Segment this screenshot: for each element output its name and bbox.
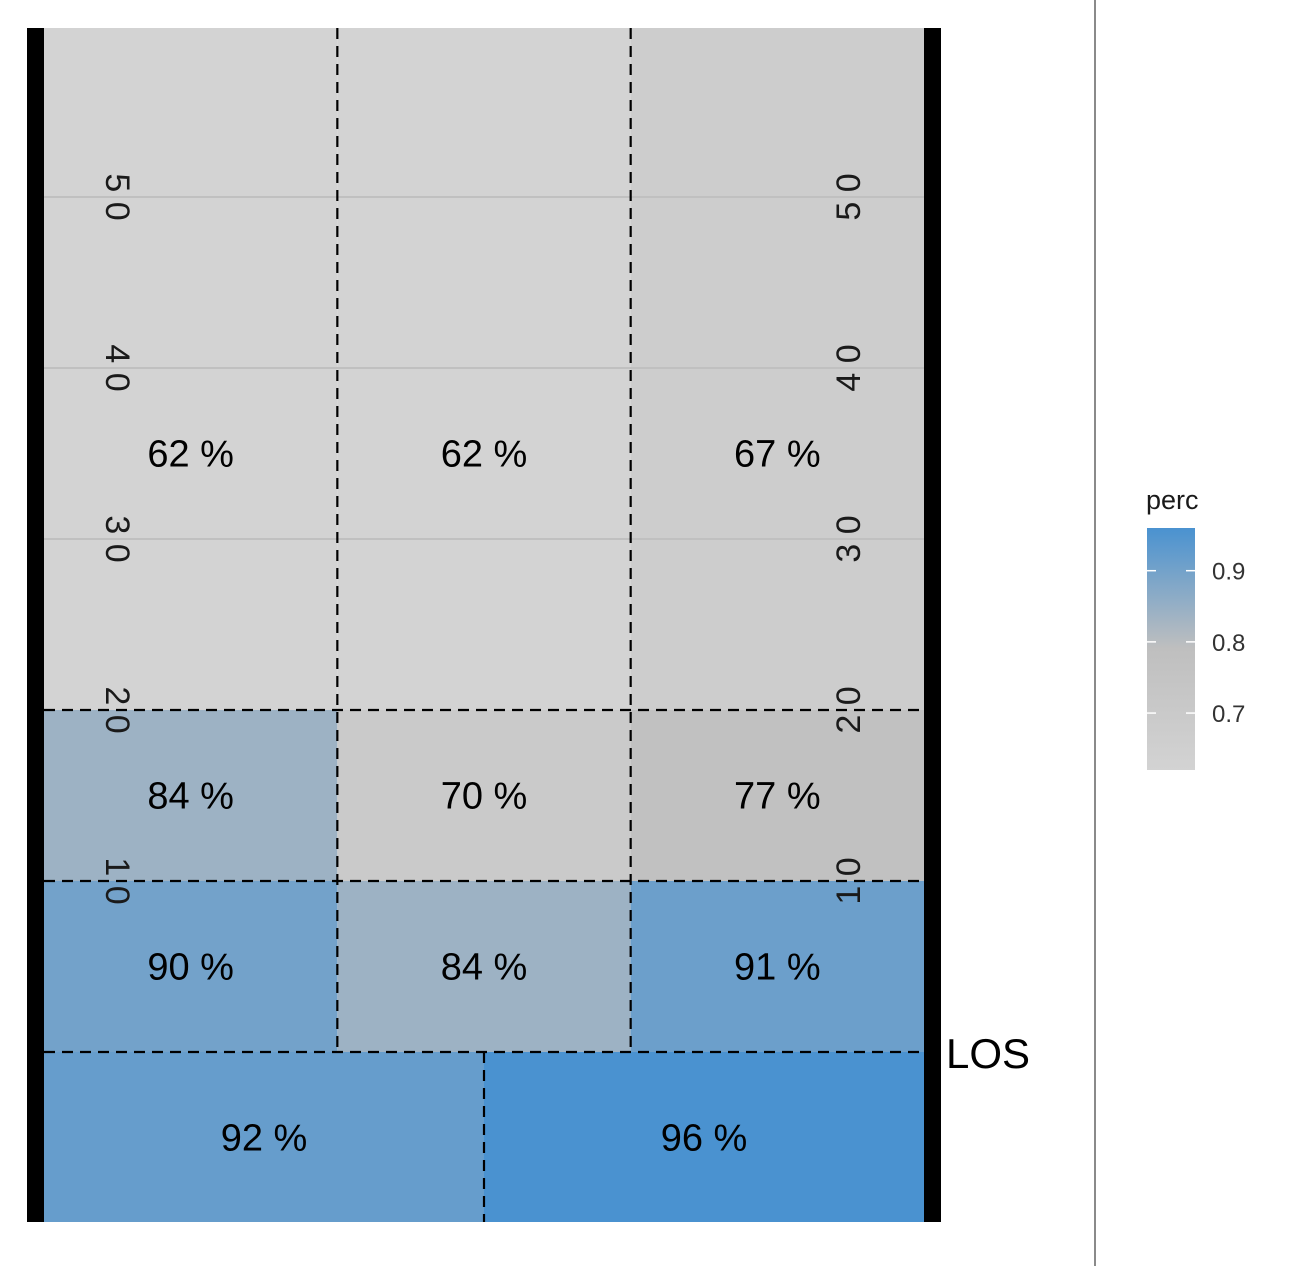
yard-marker-left: 5 0 xyxy=(98,173,136,220)
zone-label-deep-middle: 62 % xyxy=(441,434,528,476)
zone-intermediate-left xyxy=(44,710,338,881)
zone-label-short-left: 90 % xyxy=(147,947,234,989)
legend-ticks: 0.7 0.8 0.9 xyxy=(1147,559,1245,728)
zone-intermediate-middle xyxy=(337,710,631,881)
yard-lines xyxy=(44,196,924,540)
zone-label-behind-right: 96 % xyxy=(661,1118,748,1160)
yard-marker-right: 1 0 xyxy=(830,857,868,904)
zone-intermediate-right xyxy=(630,710,924,881)
zone-label-deep-right: 67 % xyxy=(734,434,821,476)
legend-colorbar xyxy=(1147,528,1195,770)
zone-label-intermediate-middle: 70 % xyxy=(441,776,528,818)
sidelines xyxy=(27,28,941,1222)
zone-label-behind-left: 92 % xyxy=(221,1118,308,1160)
zone-behind-right xyxy=(484,1052,924,1222)
legend-tick-label: 0.7 xyxy=(1212,701,1245,728)
zone-label-intermediate-left: 84 % xyxy=(147,776,234,818)
zone-label-short-middle: 84 % xyxy=(441,947,528,989)
yard-marker-right: 3 0 xyxy=(830,515,868,562)
panel-divider xyxy=(1094,0,1096,1266)
yard-marker-left: 2 0 xyxy=(98,686,136,733)
yard-marker-left: 4 0 xyxy=(98,344,136,391)
zone-behind-left xyxy=(44,1052,484,1222)
los-label: LOS xyxy=(946,1030,1030,1077)
yard-marker-right: 4 0 xyxy=(830,344,868,391)
legend-tick-label: 0.9 xyxy=(1212,559,1245,586)
zone-short-right xyxy=(630,881,924,1052)
yard-marker-left: 1 0 xyxy=(98,857,136,904)
zone-label-intermediate-right: 77 % xyxy=(734,776,821,818)
sideline-left xyxy=(27,28,44,1222)
zone-short-left xyxy=(44,881,338,1052)
zone-label-short-right: 91 % xyxy=(734,947,821,989)
yard-marker-right: 2 0 xyxy=(830,686,868,733)
yard-markers: 1 0 1 0 2 0 2 0 3 0 3 0 4 0 4 0 5 0 5 0 xyxy=(98,173,868,904)
zone-labels: 62 % 62 % 67 % 84 % 70 % 77 % 90 % 84 % 91 % 92 %… xyxy=(147,434,820,1160)
zone-label-deep-left: 62 % xyxy=(147,434,234,476)
yard-marker-right: 5 0 xyxy=(830,173,868,220)
zone-borders xyxy=(44,28,924,1222)
zone-short-middle xyxy=(337,881,631,1052)
color-legend: perc 0.7 0.8 0.9 xyxy=(1146,485,1245,770)
yard-marker-left: 3 0 xyxy=(98,515,136,562)
legend-tick-label: 0.8 xyxy=(1212,630,1245,657)
zone-tiles xyxy=(44,28,924,1222)
legend-title: perc xyxy=(1146,485,1199,515)
sideline-right xyxy=(924,28,941,1222)
